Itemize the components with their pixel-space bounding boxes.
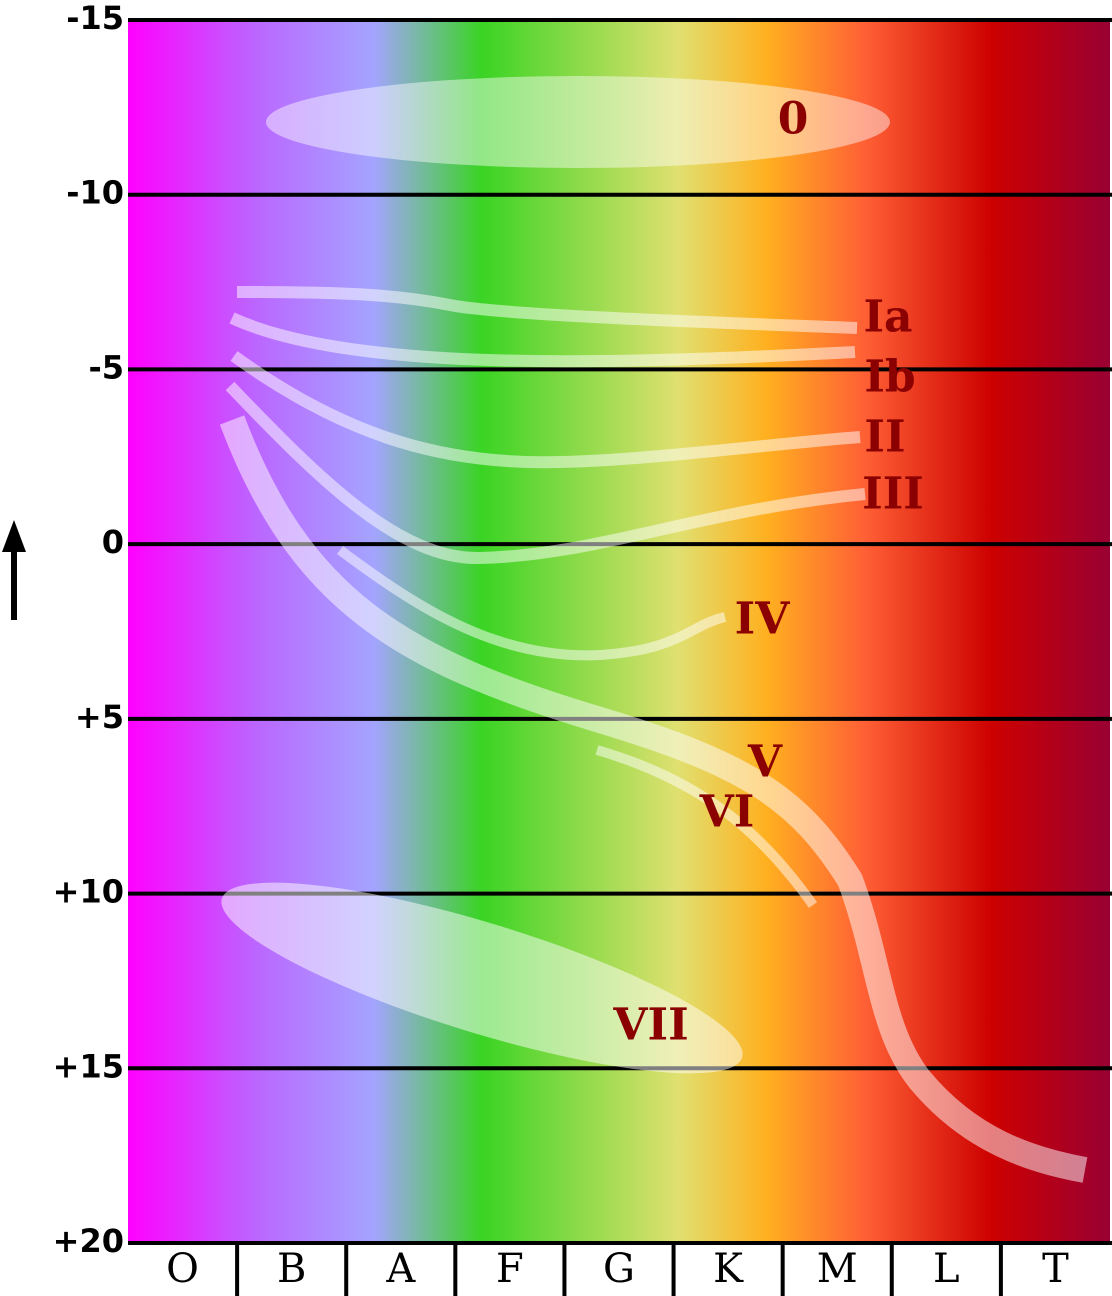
y-label: +5 bbox=[75, 698, 124, 736]
luminosity-class: IV bbox=[735, 594, 791, 645]
spectral-class: L bbox=[933, 1246, 960, 1292]
y-label: -10 bbox=[66, 174, 124, 212]
luminosity-class: Ia bbox=[863, 292, 912, 343]
spectral-class: K bbox=[713, 1246, 744, 1292]
class-ib-curve bbox=[229, 312, 856, 368]
luminosity-class: V bbox=[747, 737, 783, 788]
y-label: -5 bbox=[88, 348, 124, 386]
spectral-class: F bbox=[496, 1246, 524, 1292]
luminosity-class: VI bbox=[699, 787, 755, 838]
class-iv-curve bbox=[337, 545, 727, 661]
class-ii-curve bbox=[230, 351, 861, 469]
luminosity-class: II bbox=[864, 412, 905, 463]
y-label: 0 bbox=[102, 523, 124, 561]
spectral-class: O bbox=[166, 1246, 199, 1292]
spectral-class: G bbox=[603, 1246, 635, 1292]
luminosity-class: VII bbox=[612, 1000, 688, 1051]
spectral-class: M bbox=[817, 1246, 858, 1292]
class-vii-region bbox=[221, 882, 743, 1074]
class-v-curve bbox=[219, 415, 1088, 1183]
spectral-class: T bbox=[1042, 1246, 1069, 1292]
y-label: -15 bbox=[66, 0, 124, 37]
luminosity-class: III bbox=[862, 469, 924, 520]
y-label: +20 bbox=[53, 1222, 124, 1260]
spectral-class: B bbox=[277, 1246, 306, 1292]
y-label: +15 bbox=[53, 1047, 124, 1085]
class-vi-curve bbox=[595, 745, 818, 908]
class-0-region bbox=[266, 76, 890, 168]
y-label: +10 bbox=[53, 873, 124, 911]
luminosity-class: Ib bbox=[864, 352, 915, 403]
spectral-class: A bbox=[385, 1246, 416, 1292]
luminosity-class: 0 bbox=[778, 94, 809, 145]
axis-arrowhead bbox=[2, 520, 26, 552]
class-ia-curve bbox=[236, 286, 858, 334]
class-iii-curve bbox=[225, 381, 866, 565]
